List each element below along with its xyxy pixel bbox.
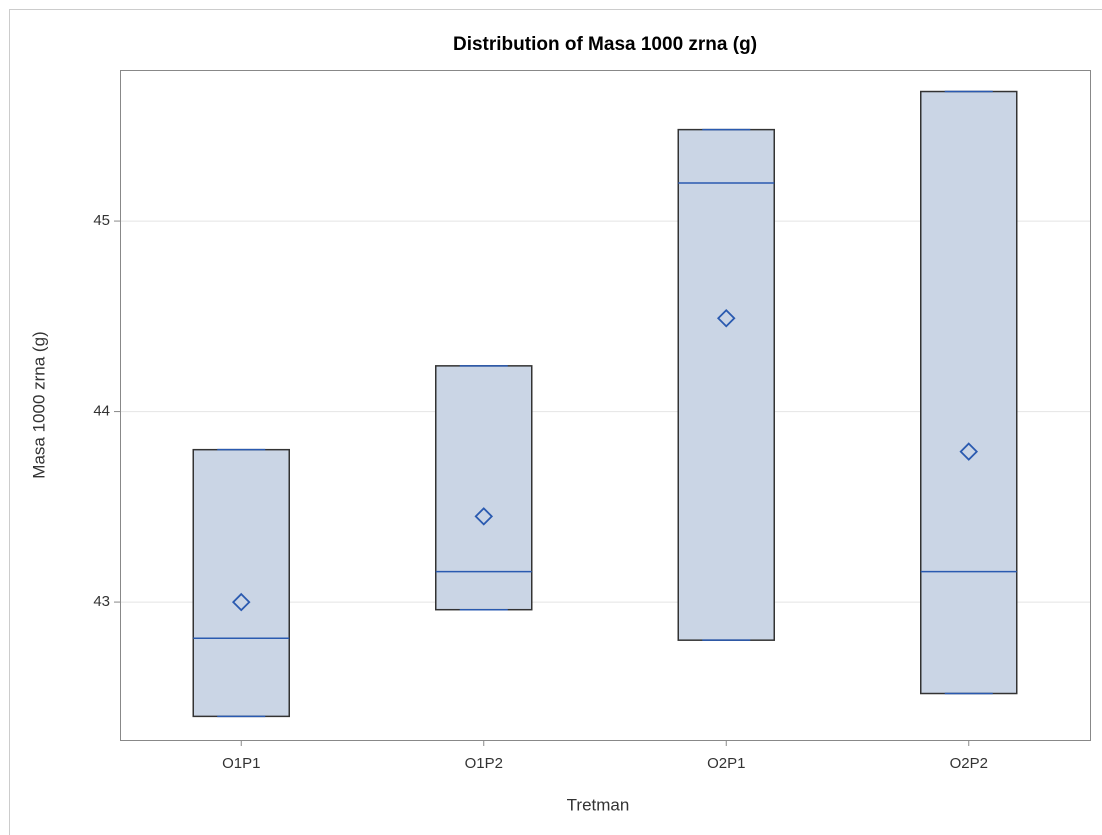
x-tick-label: O1P1	[222, 755, 260, 772]
y-tick-label: 43	[93, 593, 110, 610]
y-tick-label: 44	[93, 403, 110, 420]
x-axis-label: Tretman	[567, 795, 630, 814]
mean-marker	[231, 592, 251, 612]
box	[677, 128, 775, 641]
mean-marker	[474, 507, 494, 526]
box	[920, 90, 1018, 695]
outer-border	[9, 9, 1102, 835]
mean-marker	[716, 308, 736, 328]
y-axis-label: Masa 1000 zrna (g)	[29, 331, 48, 478]
chart-title: Distribution of Masa 1000 zrna (g)	[453, 34, 757, 55]
x-tick-label: O1P2	[465, 755, 503, 772]
mean-marker	[959, 442, 979, 461]
x-tick-label: O2P2	[950, 755, 988, 772]
plot-frame	[120, 70, 1091, 741]
y-tick-label: 45	[93, 212, 110, 229]
marks	[192, 90, 1018, 718]
x-tick-label: O2P1	[707, 755, 745, 772]
box	[192, 448, 290, 718]
box	[435, 365, 533, 611]
